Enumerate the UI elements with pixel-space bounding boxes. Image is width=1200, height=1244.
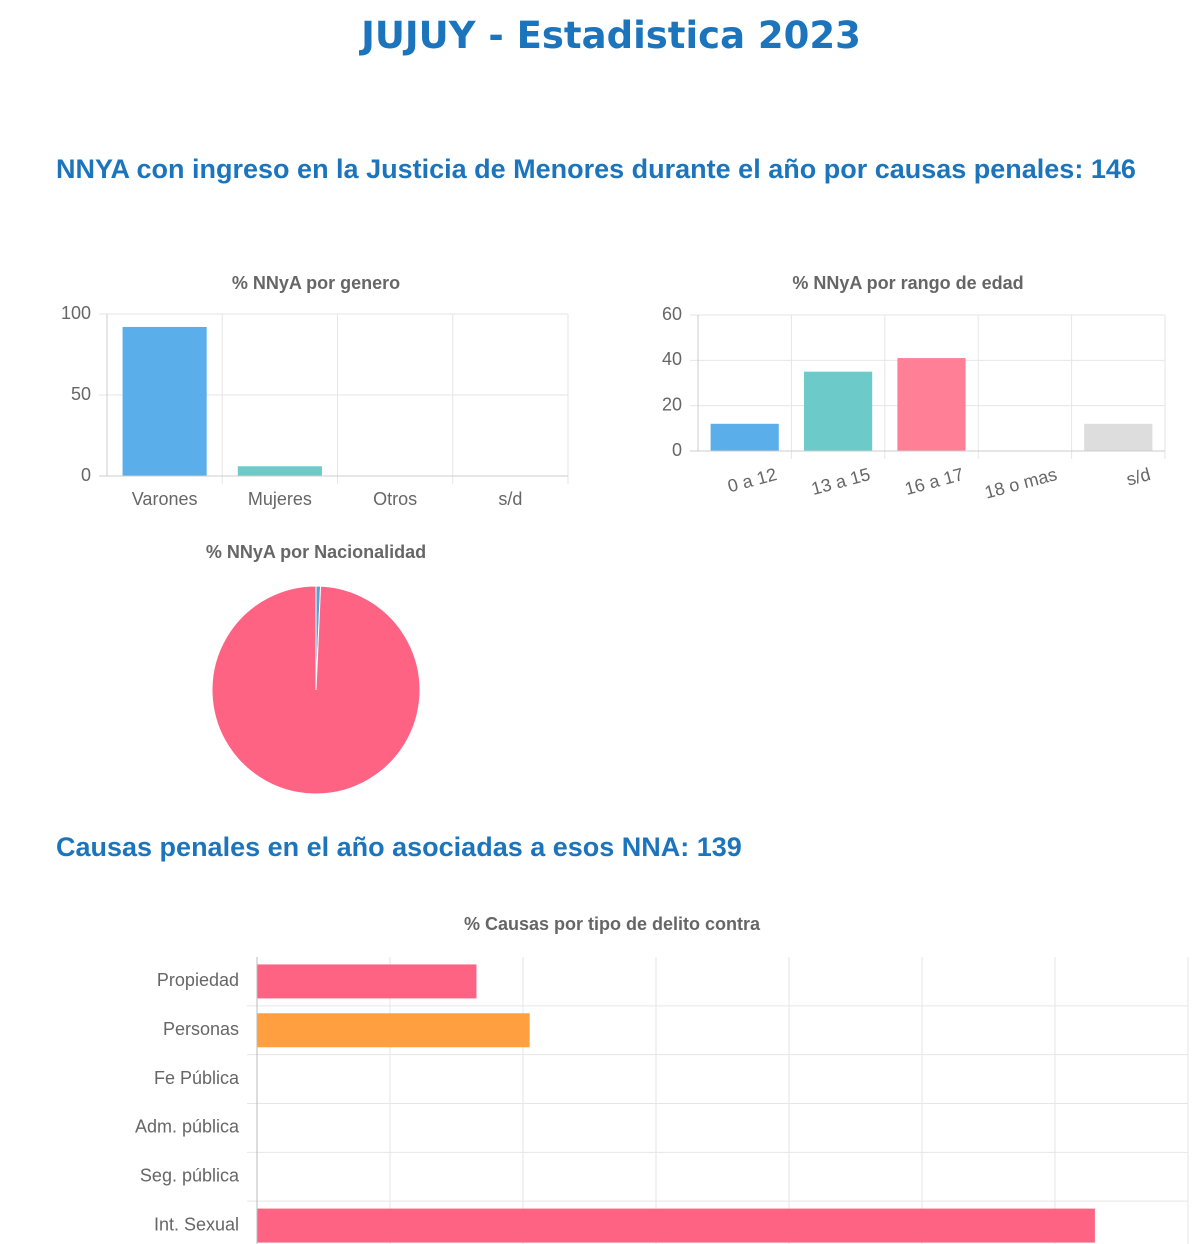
chart-title: % Causas por tipo de delito contra: [464, 914, 761, 934]
y-tick-label: 60: [662, 304, 682, 324]
x-tick-label: Mujeres: [248, 489, 312, 509]
x-tick-label: 18 o mas: [982, 464, 1059, 502]
bar: [1084, 423, 1153, 451]
y-tick-label: 0: [81, 465, 91, 485]
bar: [237, 466, 322, 476]
chart-title: % NNyA por Nacionalidad: [206, 542, 426, 562]
x-tick-label: 13 a 15: [809, 464, 872, 499]
x-tick-label: 0 a 12: [725, 464, 779, 496]
x-tick-label: Varones: [132, 489, 198, 509]
y-tick-label: 40: [662, 349, 682, 369]
x-tick-label: s/d: [1124, 464, 1152, 490]
bar: [897, 358, 966, 451]
page-title: JUJUY - Estadistica 2023: [361, 14, 861, 57]
bar: [122, 326, 207, 476]
x-tick-label: Otros: [373, 489, 417, 509]
bar: [257, 964, 477, 999]
y-tick-label: Fe Pública: [154, 1068, 240, 1088]
section-heading: Causas penales en el año asociadas a eso…: [56, 832, 742, 862]
y-tick-label: 50: [71, 384, 91, 404]
section-heading: NNYA con ingreso en la Justicia de Menor…: [56, 154, 1136, 184]
y-tick-label: Seg. pública: [140, 1166, 240, 1186]
bar: [257, 1208, 1095, 1243]
bar: [710, 423, 779, 451]
y-tick-label: Adm. pública: [135, 1117, 240, 1137]
y-tick-label: 100: [61, 303, 91, 323]
y-tick-label: Personas: [163, 1019, 239, 1039]
y-tick-label: Int. Sexual: [154, 1214, 239, 1234]
chart-title: % NNyA por genero: [232, 273, 400, 293]
x-tick-label: s/d: [498, 489, 522, 509]
x-tick-label: 16 a 17: [903, 464, 966, 499]
chart-title: % NNyA por rango de edad: [792, 273, 1023, 293]
y-tick-label: 20: [662, 394, 682, 414]
pie-slice: [211, 585, 421, 795]
y-tick-label: Propiedad: [157, 970, 239, 990]
y-tick-label: 0: [672, 440, 682, 460]
bar: [804, 371, 873, 451]
bar: [257, 1013, 530, 1048]
